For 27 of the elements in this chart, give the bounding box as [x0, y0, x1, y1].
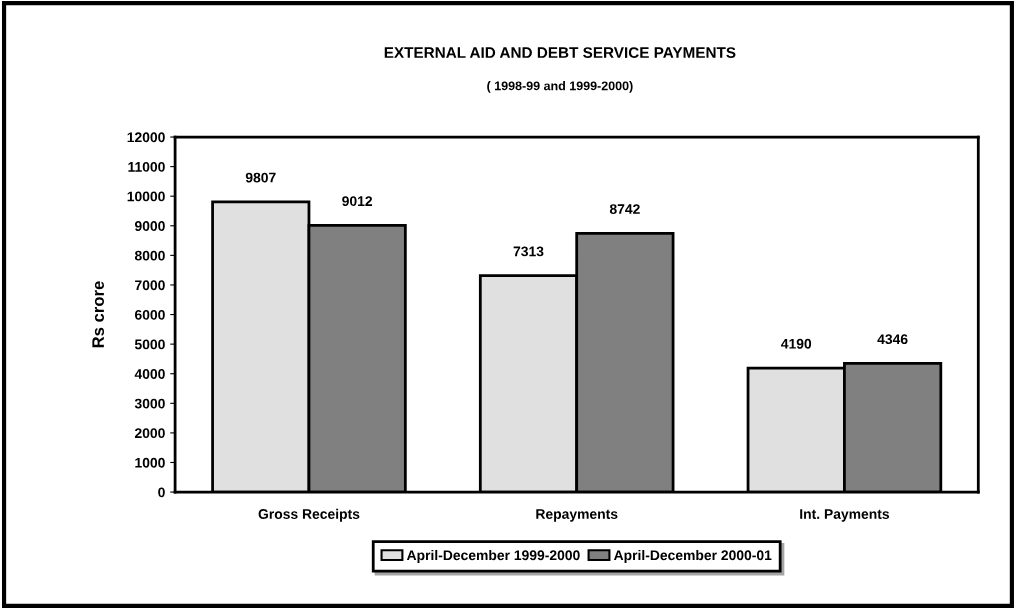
x-tick-label: Gross Receipts [258, 508, 360, 522]
y-tick-label: 0 [158, 487, 165, 498]
data-label: 9807 [245, 172, 276, 183]
y-tick-label: 8000 [134, 250, 165, 261]
y-tick-label: 6000 [134, 309, 165, 320]
x-tick-label: Repayments [536, 509, 618, 522]
y-tick-label: 5000 [134, 339, 165, 350]
y-tick-label: 4000 [134, 369, 165, 379]
y-tick-label: 3000 [134, 398, 165, 409]
data-label: 7313 [513, 246, 544, 257]
data-label: 4346 [877, 334, 908, 345]
data-label: 9012 [342, 196, 373, 207]
y-axis-title: Rs crore [92, 281, 105, 348]
y-tick-label: 7000 [135, 280, 165, 291]
y-tick-label: 2000 [134, 428, 165, 439]
y-tick-label: 10000 [127, 191, 165, 202]
data-label: 8742 [609, 204, 640, 215]
data-label: 4190 [781, 338, 812, 349]
legend-label: April-December 1999-2000 [406, 549, 580, 563]
y-tick-label: 9000 [134, 221, 165, 231]
chart-title: EXTERNAL AID AND DEBT SERVICE PAYMENTS [384, 47, 736, 59]
y-tick-label: 12000 [127, 132, 165, 143]
legend-label: April-December 2000-01 [613, 549, 772, 563]
chart-subtitle: ( 1998-99 and 1999-2000) [487, 81, 633, 93]
y-tick-label: 1000 [135, 457, 165, 468]
y-tick-label: 11000 [128, 161, 165, 172]
x-tick-label: Int. Payments [800, 509, 890, 522]
